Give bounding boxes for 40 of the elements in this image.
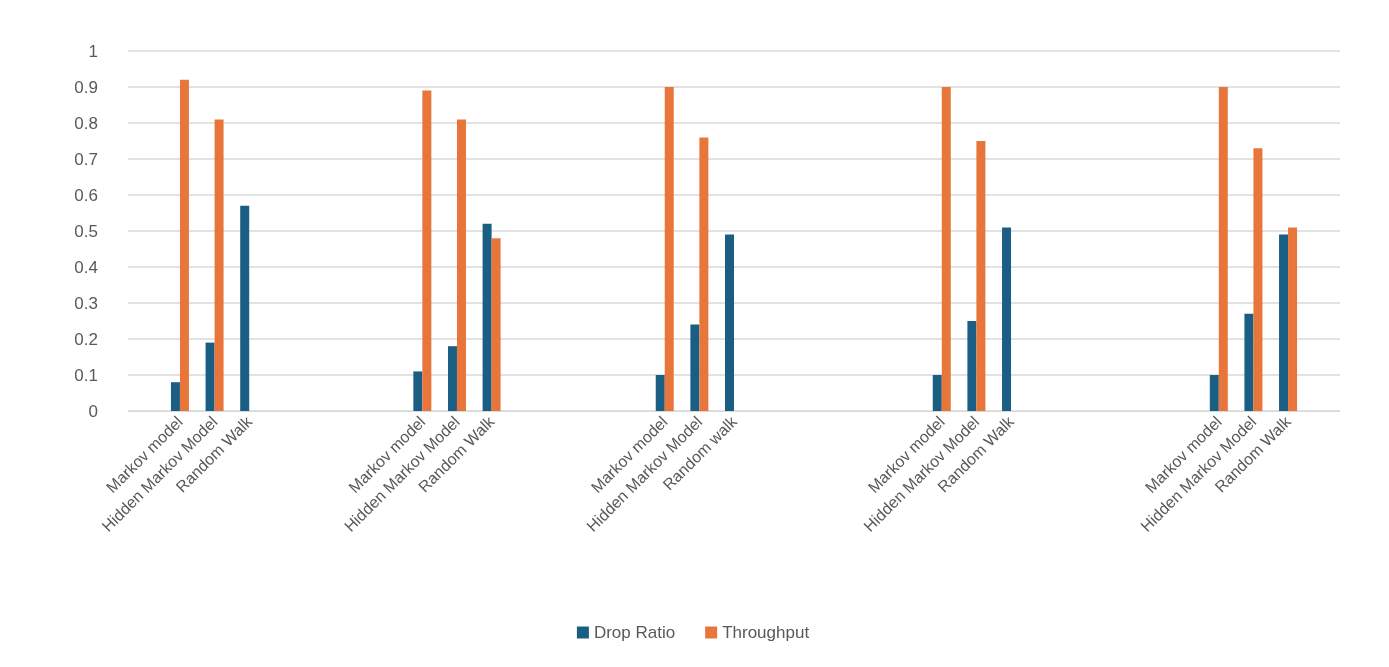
bar <box>932 375 942 411</box>
bar <box>456 119 466 411</box>
bar <box>170 382 180 411</box>
bar <box>699 137 709 411</box>
y-tick-label: 0.6 <box>74 185 98 205</box>
bar <box>491 238 501 411</box>
y-tick-label: 0.3 <box>74 293 98 313</box>
bar <box>413 371 423 411</box>
y-tick-label: 0.9 <box>74 77 98 97</box>
bar <box>205 342 215 411</box>
bar <box>1002 227 1012 411</box>
bar <box>1244 313 1254 411</box>
bar <box>422 90 432 411</box>
bar <box>1209 375 1219 411</box>
bar <box>1253 148 1263 411</box>
y-tick-label: 1 <box>88 41 98 61</box>
y-tick-label: 0.1 <box>74 365 98 385</box>
bar <box>725 234 734 411</box>
bar <box>214 119 224 411</box>
bar <box>967 321 977 411</box>
bar <box>179 79 189 411</box>
bar <box>664 87 674 411</box>
bar <box>655 375 665 411</box>
bar <box>240 205 250 411</box>
legend-label: Drop Ratio <box>593 623 676 642</box>
bar <box>1218 87 1228 411</box>
bar <box>482 223 492 411</box>
y-tick-label: 0.8 <box>74 113 98 133</box>
y-tick-label: 0.5 <box>74 221 98 241</box>
bar <box>941 87 951 411</box>
bar <box>690 324 700 411</box>
y-tick-label: 0.4 <box>74 257 98 277</box>
bar <box>976 141 986 411</box>
bar <box>447 346 457 411</box>
legend-label: Throughput <box>722 623 810 642</box>
bar <box>1288 227 1298 411</box>
bar <box>1279 234 1289 411</box>
y-tick-label: 0.7 <box>74 149 98 169</box>
y-tick-label: 0.2 <box>74 329 98 349</box>
y-tick-label: 0 <box>88 401 98 421</box>
